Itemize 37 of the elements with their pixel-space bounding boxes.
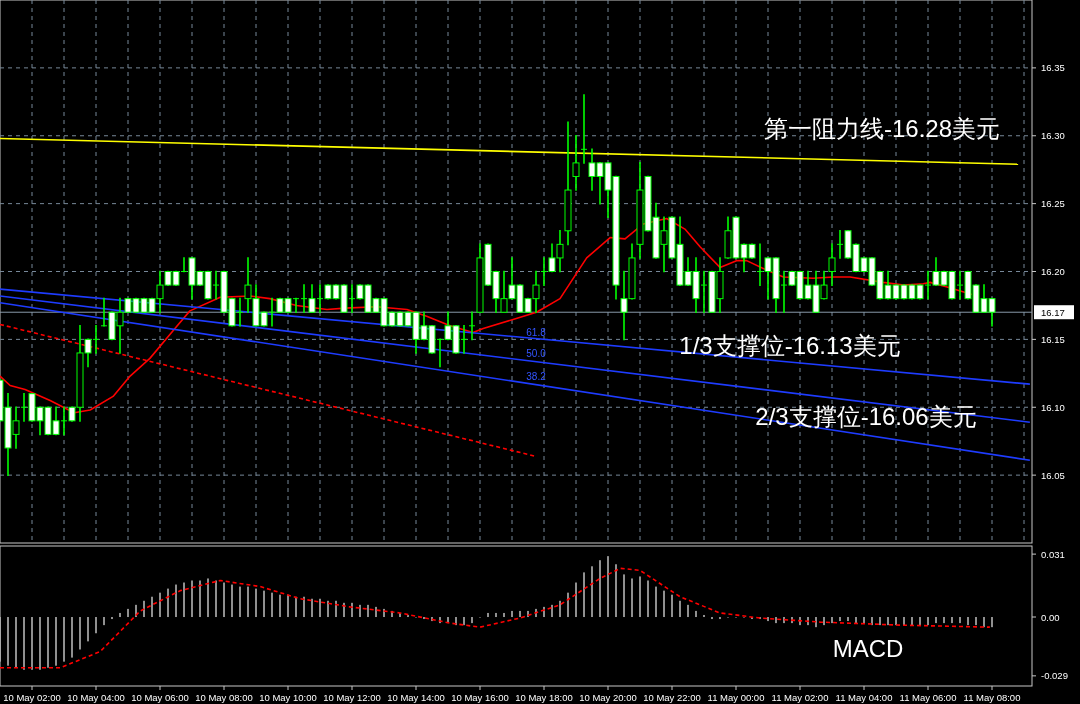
candlestick: [468, 311, 476, 341]
y-tick-label: 16.30: [1041, 130, 1065, 142]
x-tick-label: 10 May 06:00: [131, 691, 189, 703]
annotation: 第一阻力线-16.28美元: [763, 114, 1001, 142]
x-tick-label: 11 May 06:00: [899, 691, 957, 703]
x-tick-label: 10 May 12:00: [323, 691, 381, 703]
annotation: 38.2: [526, 370, 547, 382]
x-tick-label: 11 May 04:00: [835, 691, 893, 703]
y-tick-label: 16.05: [1041, 469, 1065, 481]
y-tick-label: 16.35: [1041, 62, 1065, 74]
ref-line-label: 16.17: [1041, 306, 1065, 318]
y-tick-label: 0.00: [1041, 611, 1060, 623]
y-tick-label: 0.031: [1041, 548, 1065, 560]
annotation: 1/3支撑位-16.13美元: [679, 331, 901, 359]
y-tick-label: 16.20: [1041, 266, 1065, 277]
x-tick-label: 10 May 20:00: [579, 691, 637, 703]
annotation: MACD: [832, 634, 904, 662]
x-tick-label: 10 May 10:00: [259, 691, 317, 703]
candlestick: [580, 94, 588, 164]
y-tick-label: -0.029: [1041, 670, 1068, 682]
annotation: 50.0: [526, 347, 547, 359]
candlestick: [572, 134, 580, 191]
x-tick-label: 10 May 08:00: [195, 691, 253, 703]
y-tick-label: 16.25: [1041, 198, 1065, 210]
x-tick-label: 11 May 08:00: [963, 691, 1021, 703]
x-tick-label: 11 May 00:00: [707, 691, 765, 703]
x-tick-label: 10 May 18:00: [515, 691, 573, 703]
y-tick-label: 16.10: [1041, 401, 1065, 413]
y-tick-label: 16.15: [1041, 333, 1065, 345]
candlestick: [828, 243, 836, 286]
x-tick-label: 10 May 04:00: [67, 691, 125, 703]
x-tick-label: 11 May 02:00: [771, 691, 829, 703]
x-tick-label: 10 May 02:00: [3, 691, 61, 703]
x-tick-label: 10 May 22:00: [643, 691, 701, 703]
x-tick-label: 10 May 16:00: [451, 691, 509, 703]
x-tick-label: 10 May 14:00: [387, 691, 445, 703]
annotation: 61.8: [526, 326, 547, 338]
